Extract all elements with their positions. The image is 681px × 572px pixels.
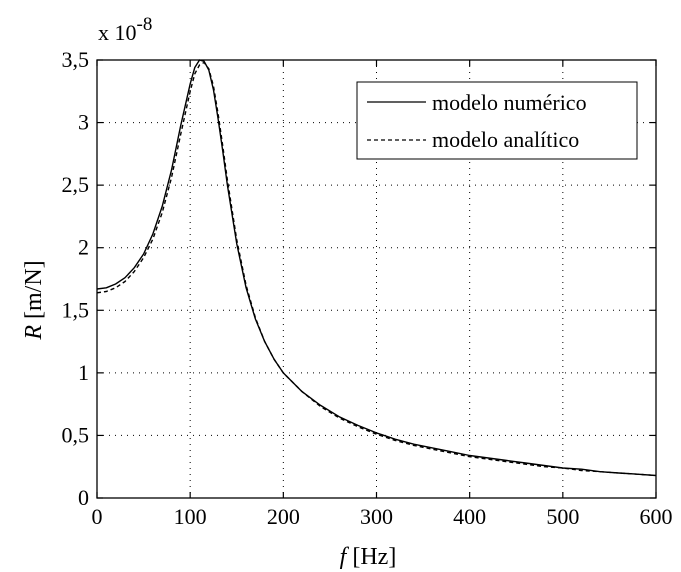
series-lines [96,59,657,477]
y-tick-label: 3,5 [62,47,90,72]
series-line-analitico [96,61,657,477]
x-axis-label: f [Hz] [340,544,397,570]
y-tick-label: 1,5 [62,297,90,322]
x-tick-label: 200 [267,504,300,529]
x-tick-label: 400 [453,504,486,529]
axis-tick-labels: 0 100 200 300 400 500 600 0 0,5 1 1,5 2 2,5 3 3,5 [62,47,673,529]
x-tick-label: 300 [360,504,393,529]
x-tick-label: 0 [92,504,103,529]
legend-box [356,81,638,160]
legend: modelo numérico modelo analítico [356,81,638,160]
y-tick-label: 0,5 [62,422,90,447]
y-axis-label: R [m/N] [21,260,47,340]
y-tick-label: 0 [78,485,89,510]
y-exponent-label: x 10-8 [98,14,152,45]
y-tick-label: 3 [78,110,89,135]
x-tick-label: 100 [174,504,207,529]
axis-ticks [96,59,657,499]
y-tick-label: 2 [78,235,89,260]
y-tick-label: 2,5 [62,172,90,197]
legend-label-analitico: modelo analítico [432,127,579,152]
y-tick-label: 1 [78,360,89,385]
x-tick-label: 600 [640,504,673,529]
legend-label-numerico: modelo numérico [432,90,587,115]
x-tick-label: 500 [546,504,579,529]
